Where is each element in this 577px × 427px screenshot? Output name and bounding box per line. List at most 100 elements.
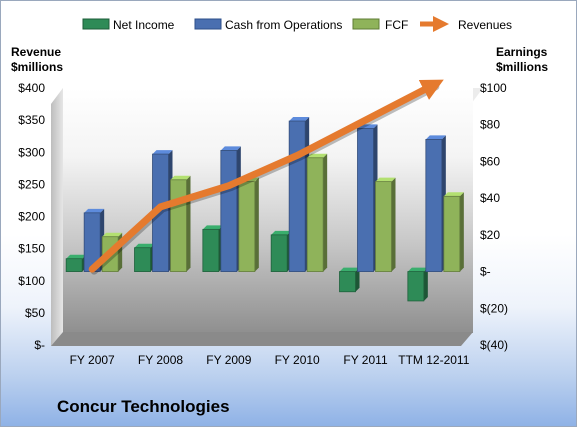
bar-fcf-side (323, 153, 328, 272)
bar-cash-from-operations-top (84, 208, 105, 213)
right-axis-title-line2: $millions (496, 60, 548, 74)
bar-net-income-side (423, 267, 428, 301)
left-tick-label: $250 (18, 177, 45, 191)
left-axis-title-line1: Revenue (11, 45, 61, 59)
bar-net-income-front (134, 247, 151, 272)
bar-fcf-side (186, 175, 191, 272)
category-label: FY 2007 (70, 353, 115, 367)
legend-item-net-income: Net Income (82, 18, 175, 32)
bar-cash-from-operations-front (220, 150, 238, 272)
legend-item-revenues: Revenues (420, 15, 512, 33)
left-tick-label: $50 (25, 306, 45, 320)
bar-cash-from-operations (220, 146, 241, 272)
legend-swatch-net-income (82, 18, 110, 30)
bar-net-income-top (202, 225, 223, 230)
legend-label-cash-from-operations: Cash from Operations (225, 18, 342, 32)
bar-cash-from-operations-front (357, 127, 374, 272)
category-label: FY 2010 (275, 353, 320, 367)
right-axis-title-line1: Earnings (496, 45, 548, 59)
right-tick-label: $40 (480, 191, 500, 205)
bar-fcf-front (170, 179, 187, 272)
category-label: FY 2009 (206, 353, 251, 367)
bar-net-income (202, 225, 223, 272)
bar-cash-from-operations (357, 124, 378, 272)
bar-fcf-top (307, 153, 328, 158)
legend-item-fcf: FCF (352, 18, 408, 32)
bar-fcf-top (170, 175, 191, 180)
bar-net-income (65, 254, 87, 272)
bar-cash-from-operations-front (288, 120, 306, 272)
right-tick-label: $(40) (480, 338, 508, 352)
bar-fcf-front (238, 181, 256, 272)
bars (65, 117, 464, 302)
legend: Net Income Cash from Operations FCF Reve… (82, 15, 512, 33)
bar-fcf-side (391, 177, 396, 272)
left-tick-label: $150 (18, 242, 45, 256)
bar-fcf (443, 192, 464, 272)
bar-cash-from-operations-top (425, 135, 446, 140)
bar-fcf-side (459, 192, 464, 272)
left-tick-label: $400 (18, 81, 45, 95)
bar-cash-from-operations (425, 135, 446, 272)
bar-net-income-top (134, 243, 155, 248)
legend-swatch-fcf (352, 18, 380, 30)
right-tick-label: $20 (480, 228, 500, 242)
legend-label-fcf: FCF (385, 18, 408, 32)
company-name: Concur Technologies (57, 397, 230, 416)
bar-net-income (270, 230, 292, 272)
right-tick-label: $80 (480, 118, 500, 132)
bar-net-income-top (271, 230, 292, 235)
bar-net-income-front (270, 234, 288, 272)
bar-fcf-front (375, 181, 392, 272)
bar-net-income (339, 267, 360, 293)
legend-item-cash-from-operations: Cash from Operations (194, 18, 342, 32)
bar-net-income (134, 243, 155, 272)
bar-cash-from-operations-top (289, 117, 310, 122)
category-label: TTM 12-2011 (398, 353, 469, 367)
legend-label-net-income: Net Income (113, 18, 175, 32)
bar-net-income-top (407, 267, 428, 272)
plot-side-wall (51, 88, 63, 346)
bar-fcf-top (375, 177, 396, 182)
plot-area (63, 88, 473, 333)
left-axis-title-line2: $millions (11, 60, 63, 74)
legend-swatch-cash-from-operations (194, 18, 222, 30)
plot-floor (51, 332, 473, 346)
left-tick-label: $300 (18, 145, 45, 159)
revenue-line (88, 79, 444, 275)
bar-fcf-front (443, 195, 461, 272)
bar-net-income-front (65, 258, 83, 272)
bar-fcf (238, 177, 259, 272)
left-tick-label: $200 (18, 210, 45, 224)
bar-net-income (407, 267, 428, 302)
revenue-line-path (88, 79, 444, 273)
bar-fcf (170, 175, 191, 272)
left-tick-label: $- (34, 338, 45, 352)
bar-net-income-side (355, 267, 360, 292)
bar-fcf-side (254, 177, 259, 272)
left-tick-label: $100 (18, 274, 45, 288)
right-tick-label: $100 (480, 81, 507, 95)
right-tick-label: $60 (480, 154, 500, 168)
bar-cash-from-operations (288, 117, 310, 272)
category-label: FY 2008 (138, 353, 183, 367)
category-labels: FY 2007 FY 2008 FY 2009 FY 2010 FY 2011 TTM 1… (70, 353, 470, 367)
category-label: FY 2011 (343, 353, 388, 367)
bar-fcf-top (443, 192, 464, 197)
tick-labels: $- $50 $100 $150 $200 $250 $300 $350 $400 $(40) $(… (18, 81, 508, 352)
bar-cash-from-operations-top (220, 146, 241, 151)
bar-net-income-front (202, 228, 220, 272)
bar-net-income-front (339, 271, 356, 293)
legend-label-revenues: Revenues (458, 18, 512, 32)
bar-fcf (375, 177, 396, 272)
bar-net-income-top (66, 254, 87, 259)
bar-net-income-top (339, 267, 360, 272)
bar-fcf-top (102, 232, 123, 237)
left-tick-label: $350 (18, 113, 45, 127)
bar-fcf-front (306, 157, 324, 272)
bar-net-income-front (407, 271, 425, 302)
right-tick-label: $- (480, 265, 491, 279)
bar-fcf (306, 153, 328, 272)
